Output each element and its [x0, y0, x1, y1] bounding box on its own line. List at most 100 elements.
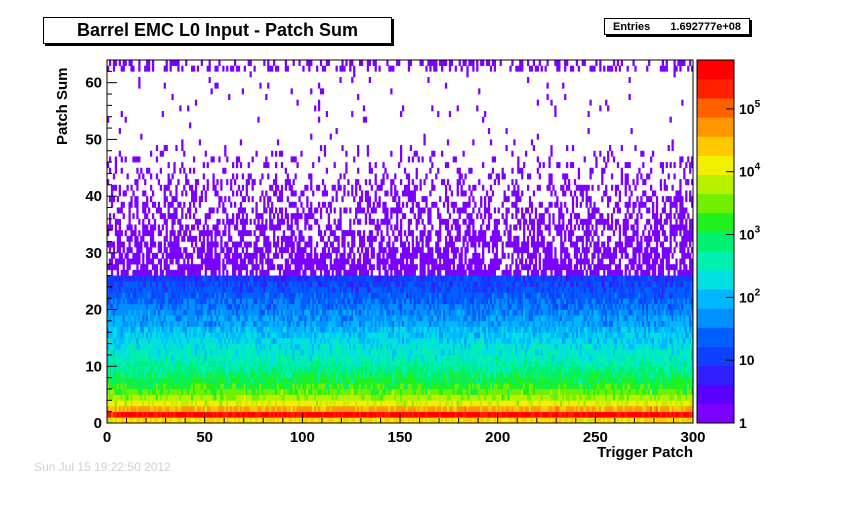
- heatmap-cell: [319, 417, 323, 424]
- heatmap-cell: [204, 337, 207, 344]
- heatmap-cell: [237, 394, 241, 401]
- heatmap-cell: [185, 247, 188, 254]
- heatmap-cell: [132, 371, 135, 378]
- heatmap-cell: [245, 281, 248, 288]
- heatmap-cell: [259, 258, 262, 265]
- heatmap-cell: [110, 303, 114, 310]
- heatmap-cell: [167, 275, 170, 282]
- heatmap-cell: [261, 247, 264, 254]
- heatmap-cell: [128, 366, 131, 373]
- heatmap-cell: [366, 320, 370, 327]
- heatmap-cell: [327, 366, 330, 373]
- heatmap-cell: [167, 162, 170, 169]
- heatmap-cell: [204, 326, 207, 333]
- heatmap-cell: [267, 275, 270, 282]
- heatmap-cell: [353, 252, 356, 259]
- heatmap-cell: [296, 213, 299, 220]
- heatmap-cell: [304, 394, 307, 401]
- heatmap-cell: [267, 343, 270, 350]
- heatmap-cell: [341, 281, 344, 288]
- heatmap-cell: [206, 292, 209, 299]
- heatmap-cell: [335, 394, 338, 401]
- heatmap-cell: [212, 309, 215, 316]
- heatmap-cell: [222, 371, 225, 378]
- heatmap-cell: [228, 417, 231, 424]
- heatmap-cell: [206, 371, 209, 378]
- heatmap-cell: [218, 383, 221, 390]
- heatmap-cell: [362, 252, 366, 259]
- heatmap-cell: [345, 326, 348, 333]
- heatmap-cell: [349, 366, 352, 373]
- heatmap-cell: [181, 383, 184, 390]
- heatmap-cell: [247, 394, 250, 401]
- heatmap-cell: [349, 275, 352, 282]
- heatmap-cell: [245, 190, 248, 197]
- heatmap-cell: [120, 371, 123, 378]
- heatmap-cell: [251, 400, 254, 407]
- heatmap-cell: [343, 292, 346, 299]
- heatmap-cell: [214, 315, 217, 322]
- heatmap-cell: [368, 286, 371, 293]
- heatmap-cell: [327, 388, 330, 395]
- heatmap-cell: [148, 252, 151, 259]
- heatmap-cell: [329, 388, 332, 395]
- heatmap-cell: [228, 94, 231, 100]
- heatmap-cell: [222, 354, 225, 361]
- heatmap-cell: [142, 235, 145, 242]
- heatmap-cell: [220, 332, 223, 339]
- heatmap-cell: [321, 371, 325, 378]
- heatmap-cell: [323, 230, 327, 237]
- heatmap-cell: [288, 394, 291, 401]
- heatmap-cell: [317, 326, 321, 333]
- heatmap-cell: [153, 286, 157, 293]
- heatmap-cell: [140, 309, 143, 316]
- heatmap-cell: [124, 252, 127, 259]
- heatmap-cell: [196, 343, 200, 350]
- heatmap-cell: [140, 388, 143, 395]
- heatmap-cell: [157, 371, 161, 378]
- heatmap-cell: [146, 417, 149, 424]
- heatmap-cell: [108, 286, 112, 293]
- heatmap-cell: [300, 190, 303, 197]
- heatmap-cell: [245, 343, 248, 350]
- heatmap-cell: [173, 332, 176, 339]
- heatmap-cell: [337, 247, 340, 254]
- heatmap-cell: [247, 388, 250, 395]
- heatmap-cell: [169, 190, 172, 197]
- heatmap-cell: [110, 366, 114, 373]
- heatmap-cell: [253, 298, 256, 305]
- heatmap-cell: [169, 332, 172, 339]
- heatmap-cell: [241, 377, 245, 384]
- heatmap-cell: [321, 388, 325, 395]
- heatmap-cell: [161, 349, 164, 356]
- heatmap-cell: [292, 60, 295, 66]
- heatmap-cell: [198, 400, 202, 407]
- heatmap-cell: [138, 269, 141, 276]
- heatmap-cell: [343, 252, 346, 259]
- heatmap-cell: [183, 383, 186, 390]
- heatmap-cell: [107, 332, 110, 339]
- heatmap-cell: [173, 354, 176, 361]
- heatmap-cell: [351, 326, 354, 333]
- heatmap-cell: [331, 275, 334, 282]
- heatmap-cell: [206, 298, 209, 305]
- heatmap-cell: [128, 377, 131, 384]
- heatmap-cell: [280, 377, 284, 384]
- heatmap-cell: [155, 366, 159, 373]
- heatmap-cell: [249, 371, 252, 378]
- heatmap-cell: [302, 207, 305, 214]
- heatmap-cell: [196, 337, 200, 344]
- heatmap-cell: [302, 332, 305, 339]
- heatmap-cell: [169, 354, 172, 361]
- heatmap-cell: [228, 337, 231, 344]
- heatmap-cell: [155, 145, 159, 152]
- heatmap-cell: [169, 400, 172, 407]
- heatmap-cell: [267, 366, 270, 373]
- heatmap-cell: [280, 264, 284, 271]
- heatmap-cell: [290, 332, 293, 339]
- heatmap-cell: [273, 366, 276, 373]
- heatmap-cell: [286, 354, 289, 361]
- heatmap-cell: [284, 303, 287, 310]
- heatmap-cell: [259, 337, 262, 344]
- heatmap-cell: [120, 111, 123, 118]
